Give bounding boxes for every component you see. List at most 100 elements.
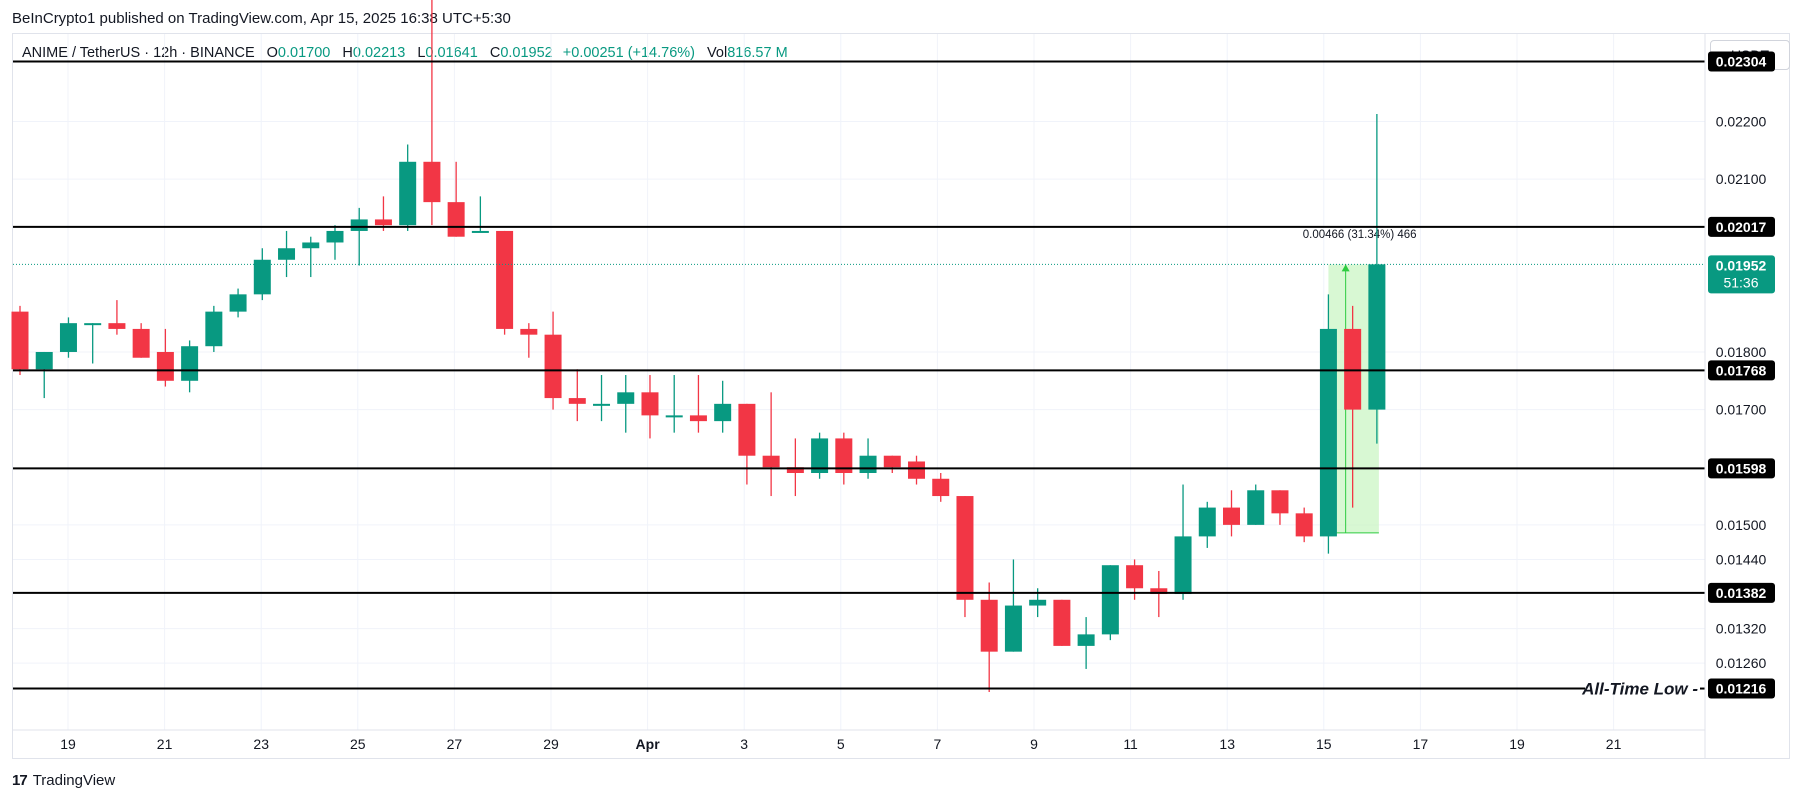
candle-body-down <box>520 328 538 335</box>
candle-body-up <box>1198 507 1216 537</box>
candle-body-down <box>1344 328 1362 410</box>
candle-body-down <box>762 455 780 468</box>
symbol-legend: ANIME / TetherUS · 12h · BINANCE O0.0170… <box>22 45 788 61</box>
candle-body-down <box>689 415 707 422</box>
volume-value: 816.57 M <box>727 45 788 61</box>
level-price-label: 0.01768 <box>1716 362 1767 378</box>
brand-name: TradingView <box>32 772 116 789</box>
candle-body-up <box>302 242 320 249</box>
candle-body-up <box>1077 634 1095 646</box>
level-price-label: 0.01382 <box>1716 585 1767 601</box>
candle-body-up <box>1004 605 1022 652</box>
x-axis-tick-label: 25 <box>350 736 366 752</box>
candle-body-down <box>1053 599 1071 646</box>
x-axis-tick-label: 7 <box>934 736 942 752</box>
x-axis-tick-label: 11 <box>1123 736 1138 752</box>
candle-body-down <box>786 467 804 473</box>
current-price-label: 0.01952 <box>1716 257 1767 273</box>
candle-body-up <box>229 294 247 312</box>
x-axis-tick-label: 9 <box>1030 736 1038 752</box>
candle-body-down <box>374 219 392 226</box>
close-label: C <box>489 45 501 61</box>
candle-body-up <box>471 230 489 233</box>
x-axis-tick-label: 19 <box>1509 736 1525 752</box>
candle-body-down <box>1271 490 1289 514</box>
candle-body-down <box>1295 513 1313 537</box>
measure-arrowhead <box>1341 264 1350 272</box>
candle-body-down <box>835 438 853 473</box>
all-time-low-annotation: All-Time Low - <box>1581 680 1698 699</box>
level-price-tag <box>1708 458 1775 479</box>
candle-body-up <box>617 392 635 404</box>
open-label: O <box>266 45 278 61</box>
y-axis-tick-label: 0.02100 <box>1716 171 1767 187</box>
y-axis-tick-label: 0.01260 <box>1716 655 1767 671</box>
high-label: H <box>342 45 353 61</box>
candle-body-down <box>108 323 126 329</box>
level-price-label: 0.02017 <box>1716 219 1767 235</box>
measure-label: 0.00466 (31.34%) 466 <box>1303 229 1417 241</box>
x-axis-tick-label: 5 <box>837 736 845 752</box>
candle-body-down <box>908 461 926 479</box>
current-price-tag <box>1708 255 1775 294</box>
level-price-tag <box>1708 678 1775 699</box>
x-axis-tick-label: 27 <box>447 736 463 752</box>
x-axis-tick-label: 17 <box>1413 736 1429 752</box>
candle-body-down <box>423 161 441 203</box>
x-axis-tick-label: 29 <box>543 736 559 752</box>
candle-body-up <box>253 259 271 295</box>
x-axis-tick-label: 21 <box>157 736 173 752</box>
tradingview-logo-icon: 17 <box>12 772 28 789</box>
candle-body-down <box>496 230 514 329</box>
level-price-tag <box>1708 360 1775 381</box>
candle-body-up <box>859 455 877 473</box>
level-price-label: 0.01216 <box>1716 681 1767 697</box>
candle-body-up <box>1029 599 1047 606</box>
candle-body-down <box>132 328 150 358</box>
level-price-label: 0.01598 <box>1716 460 1767 476</box>
tradingview-brand[interactable]: 17 TradingView <box>12 772 115 789</box>
candle-body-down <box>1150 588 1168 595</box>
candle-body-up <box>1319 328 1337 537</box>
y-axis-tick-label: 0.01700 <box>1716 402 1767 418</box>
candle-body-down <box>1126 565 1144 589</box>
symbol-name[interactable]: ANIME / TetherUS · 12h · BINANCE <box>22 45 255 61</box>
x-axis-tick-label: Apr <box>636 736 661 752</box>
candle-body-up <box>593 403 611 406</box>
level-price-tag <box>1708 51 1775 72</box>
chart-frame <box>12 33 1790 759</box>
candle-body-up <box>1174 536 1192 595</box>
x-axis-tick-label: 23 <box>253 736 269 752</box>
candle-body-up <box>35 351 53 370</box>
candle-body-up <box>181 346 199 381</box>
close-value: 0.01952 <box>500 45 553 61</box>
candle-body-down <box>641 392 659 416</box>
change-value: +0.00251 (+14.76%) <box>562 45 695 61</box>
candle-body-down <box>447 202 465 237</box>
y-axis-tick-label: 0.01320 <box>1716 621 1767 637</box>
high-value: 0.02213 <box>352 45 406 61</box>
y-axis-tick-label: 0.01440 <box>1716 551 1767 567</box>
candle-body-down <box>956 496 974 600</box>
level-price-tag <box>1708 216 1775 237</box>
publisher-line: BeInCrypto1 published on TradingView.com… <box>12 10 511 27</box>
candle-body-down <box>11 311 29 370</box>
candle-body-up <box>350 219 368 231</box>
candle-body-up <box>84 323 102 326</box>
candle-body-up <box>714 403 732 422</box>
candle-body-up <box>59 323 77 352</box>
candle-body-up <box>326 230 344 243</box>
y-axis-tick-label: 0.01800 <box>1716 344 1767 360</box>
candle-body-down <box>544 334 562 399</box>
candle-body-down <box>1223 507 1240 525</box>
candle-countdown-label: 51:36 <box>1723 274 1758 290</box>
candle-body-down <box>738 403 756 456</box>
candle-body-up <box>811 438 829 473</box>
candle-body-down <box>932 478 950 497</box>
x-axis-tick-label: 15 <box>1316 736 1332 752</box>
volume-label: Vol <box>707 45 728 61</box>
y-axis-tick-label: 0.02200 <box>1716 113 1767 129</box>
low-label: L <box>417 45 426 61</box>
candle-body-down <box>883 455 901 468</box>
